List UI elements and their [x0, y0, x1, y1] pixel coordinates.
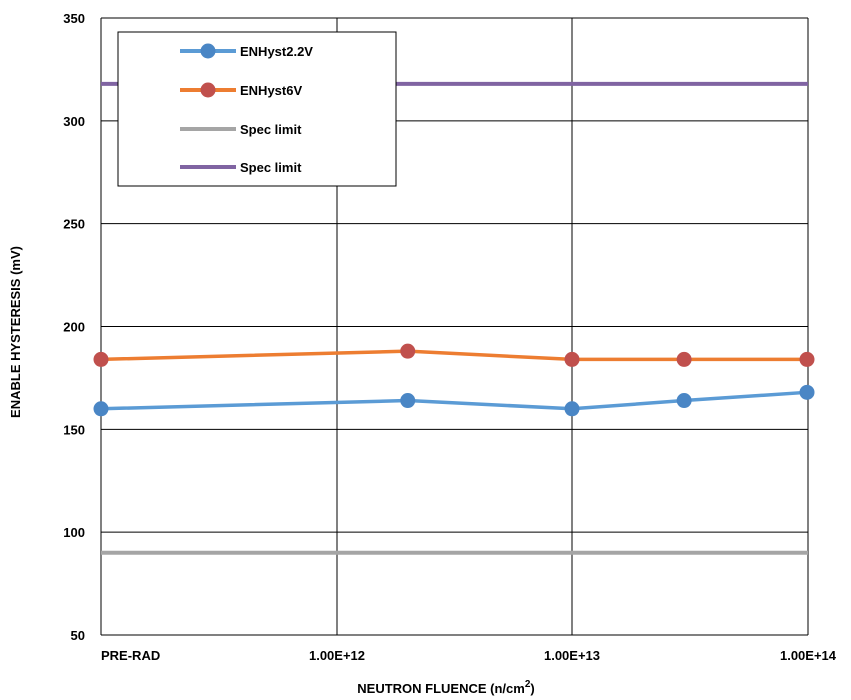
legend-box	[117, 31, 397, 187]
y-tick-label: 300	[63, 114, 85, 129]
x-tick-label: PRE-RAD	[101, 648, 160, 663]
data-point	[400, 343, 416, 359]
y-tick-label: 50	[71, 628, 85, 643]
data-point	[799, 351, 815, 367]
y-tick-label: 350	[63, 11, 85, 26]
x-tick-label: 1.00E+12	[309, 648, 365, 663]
legend: ENHyst2.2V ENHyst6V Spec limit Spec limit	[117, 31, 397, 187]
data-point	[676, 351, 692, 367]
x-tick-label: 1.00E+13	[544, 648, 600, 663]
y-tick-labels: 50 100 150 200 250 300 350	[63, 11, 85, 643]
x-axis-title: NEUTRON FLUENCE (n/cm2)	[357, 679, 534, 696]
legend-label: Spec limit	[240, 160, 302, 175]
y-tick-label: 150	[63, 422, 85, 437]
x-axis-title-superscript: 2	[525, 679, 531, 690]
x-axis-title-suffix: )	[530, 681, 534, 696]
data-point	[564, 401, 580, 417]
legend-marker	[200, 43, 216, 59]
y-tick-label: 100	[63, 525, 85, 540]
x-tick-labels: PRE-RAD 1.00E+12 1.00E+13 1.00E+14	[101, 648, 837, 663]
legend-marker	[200, 82, 216, 98]
y-axis-title: ENABLE HYSTERESIS (mV)	[8, 246, 23, 418]
legend-label: Spec limit	[240, 122, 302, 137]
x-tick-label: 1.00E+14	[780, 648, 837, 663]
data-point	[400, 393, 416, 409]
x-axis-title-main: NEUTRON FLUENCE (n/cm	[357, 681, 525, 696]
legend-label: ENHyst2.2V	[240, 44, 313, 59]
data-point	[799, 384, 815, 400]
data-point	[564, 351, 580, 367]
y-tick-label: 200	[63, 320, 85, 335]
legend-label: ENHyst6V	[240, 83, 302, 98]
series-points	[93, 343, 815, 417]
y-tick-label: 250	[63, 217, 85, 232]
data-point	[93, 351, 109, 367]
data-point	[93, 401, 109, 417]
data-point	[676, 393, 692, 409]
